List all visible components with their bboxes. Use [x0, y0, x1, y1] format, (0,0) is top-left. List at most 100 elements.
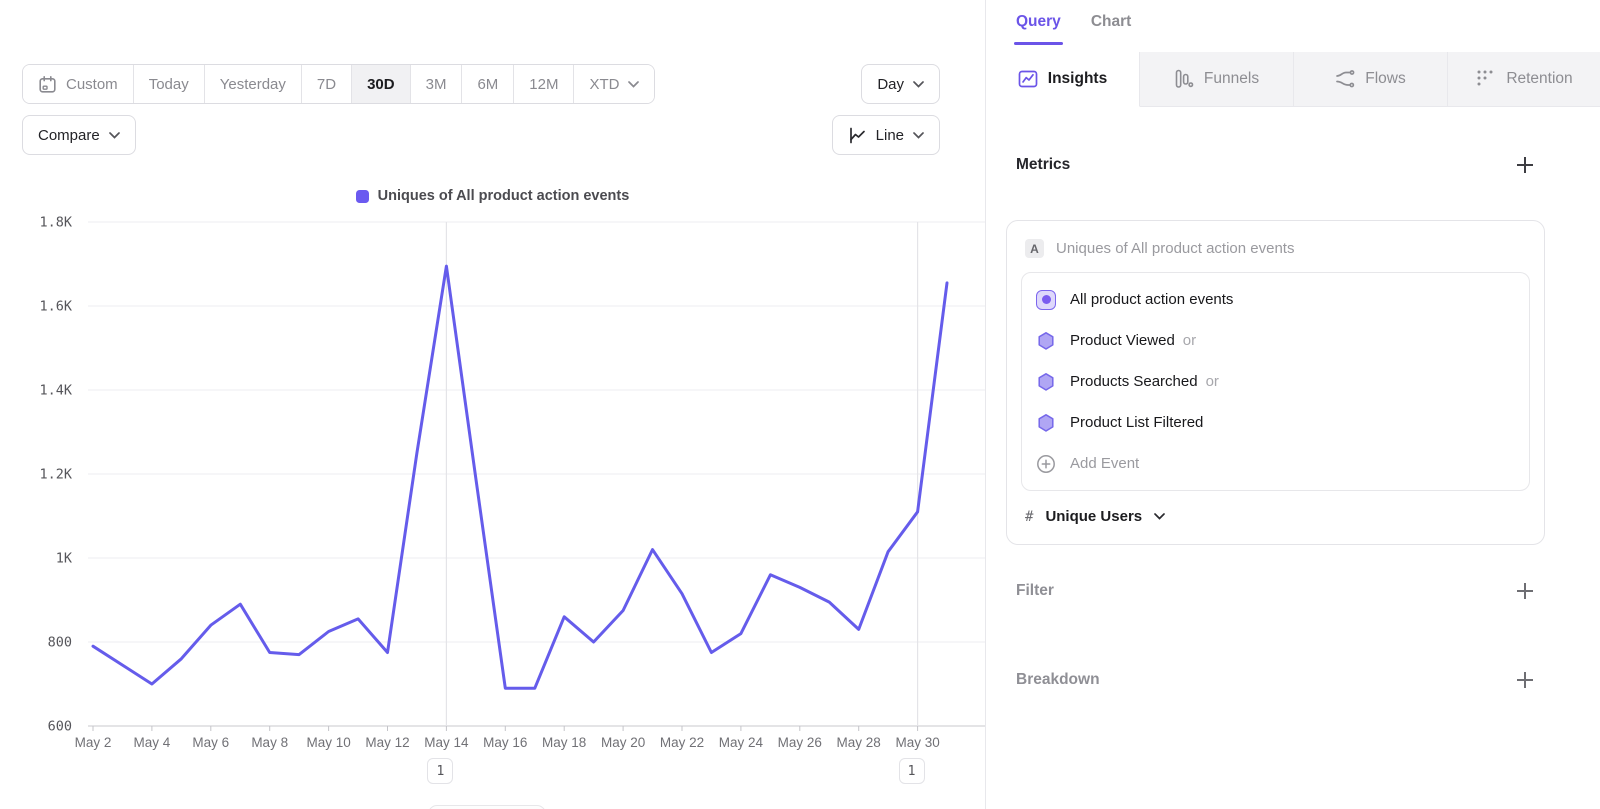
range-option-custom[interactable]: Custom [23, 65, 134, 103]
chevron-down-icon [913, 80, 924, 88]
event-or-operator: or [1205, 373, 1219, 390]
chevron-down-icon [1154, 513, 1165, 520]
y-axis-tick-label: 1.2K [39, 467, 72, 483]
chevron-down-icon [628, 80, 640, 88]
metric-group-label: Uniques of All product action events [1056, 240, 1295, 257]
chevron-down-icon [108, 131, 120, 139]
filter-title: Filter [1016, 582, 1054, 599]
x-axis-tick-label: May 8 [251, 735, 288, 750]
x-axis-tick-label: May 18 [542, 735, 586, 750]
annotation-badge[interactable]: 1 [427, 758, 454, 784]
add-event-label: Add Event [1070, 455, 1140, 472]
x-axis-tick-label: May 24 [719, 735, 764, 750]
compare-label: Compare [38, 126, 100, 144]
range-option-6m[interactable]: 6M [462, 65, 515, 103]
range-option-label: Today [148, 75, 189, 93]
x-axis-tick-label: May 2 [75, 735, 112, 750]
event-or-operator: or [1182, 332, 1197, 349]
range-option-xtd[interactable]: XTD [574, 65, 655, 103]
event-row[interactable]: Product List Filtered [1022, 402, 1529, 443]
x-axis-tick-label: May 26 [778, 735, 822, 750]
events-list: All product action events Product Viewed o… [1021, 272, 1530, 491]
y-axis-tick-label: 1.4K [39, 383, 72, 399]
range-option-label: 3M [425, 75, 447, 93]
range-option-30d[interactable]: 30D [352, 65, 411, 103]
line-chart-icon [849, 127, 865, 143]
y-axis-tick-label: 600 [48, 719, 72, 735]
y-axis-tick-label: 800 [48, 635, 72, 651]
event-row[interactable]: Product Viewed or [1022, 320, 1529, 361]
retention-icon [1477, 70, 1493, 86]
x-axis-tick-label: May 30 [895, 735, 939, 750]
compare-dropdown[interactable]: Compare [22, 115, 136, 155]
range-option-3m[interactable]: 3M [410, 65, 463, 103]
hexagon-icon [1038, 413, 1054, 432]
add-breakdown-button[interactable] [1517, 672, 1533, 688]
granularity-dropdown[interactable]: Day [861, 64, 940, 104]
hexagon-icon [1038, 331, 1054, 350]
report-tab-label: Retention [1506, 70, 1573, 87]
event-label: Product Viewed [1070, 332, 1175, 349]
metric-card: A Uniques of All product action events A… [1006, 220, 1545, 545]
event-label: All product action events [1070, 291, 1234, 308]
report-tab-retention[interactable]: Retention [1447, 52, 1600, 107]
report-tab-label: Insights [1047, 70, 1108, 87]
report-tab-insights[interactable]: Insights [986, 52, 1140, 107]
metric-group-header[interactable]: A Uniques of All product action events [1021, 237, 1530, 258]
measure-label: Unique Users [1045, 508, 1143, 525]
y-axis-tick-label: 1.8K [39, 215, 72, 231]
chart-legend[interactable]: Uniques of All product action events [0, 188, 985, 204]
chart-type-dropdown[interactable]: Line [831, 115, 940, 155]
all-events-icon [1036, 289, 1056, 310]
x-axis-tick-label: May 22 [660, 735, 704, 750]
x-axis-tick-label: May 6 [192, 735, 229, 750]
range-option-label: 6M [477, 75, 499, 93]
add-event-button[interactable]: Add Event [1022, 443, 1529, 484]
granularity-value: Day [877, 75, 904, 93]
view-tab-query[interactable]: Query [1014, 13, 1063, 45]
measure-selector[interactable]: # Unique Users [1025, 508, 1526, 525]
y-axis-tick-label: 1.6K [39, 299, 72, 315]
range-option-today[interactable]: Today [133, 65, 205, 103]
metric-group-badge: A [1025, 239, 1044, 258]
x-axis-tick-label: May 12 [365, 735, 409, 750]
hexagon-icon [1038, 372, 1054, 391]
add-event-icon [1037, 454, 1055, 473]
metrics-title: Metrics [1016, 156, 1071, 173]
range-option-label: 7D [316, 75, 337, 93]
hash-icon: # [1025, 508, 1034, 525]
legend-label: Uniques of All product action events [377, 188, 630, 204]
flows-icon [1336, 70, 1355, 88]
calendar-icon [39, 75, 56, 93]
query-panel: Query Chart Insights Funnels Flows Retention… [985, 0, 1600, 809]
x-axis-tick-label: May 10 [306, 735, 350, 750]
x-axis-tick-label: May 16 [483, 735, 527, 750]
view-tabs: Query Chart [1014, 13, 1132, 45]
report-tab-label: Funnels [1203, 70, 1260, 87]
range-option-label: Custom [66, 75, 118, 93]
view-tab-chart[interactable]: Chart [1090, 13, 1132, 30]
x-axis-tick-label: May 14 [424, 735, 469, 750]
report-tab-flows[interactable]: Flows [1293, 52, 1447, 107]
range-option-yesterday[interactable]: Yesterday [204, 65, 302, 103]
series-line[interactable] [91, 264, 949, 690]
date-range-group: Custom Today Yesterday 7D 30D 3M 6M 12M XTD [22, 64, 656, 104]
x-axis-tick-label: May 20 [601, 735, 645, 750]
event-label: Product List Filtered [1070, 414, 1204, 431]
event-row[interactable]: Products Searched or [1022, 361, 1529, 402]
range-option-7d[interactable]: 7D [301, 65, 353, 103]
add-filter-button[interactable] [1517, 583, 1533, 599]
event-row[interactable]: All product action events [1022, 279, 1529, 320]
funnels-icon [1175, 69, 1194, 88]
annotation-badge[interactable]: 1 [898, 758, 925, 784]
x-axis-tick-label: May 4 [134, 735, 171, 750]
insights-icon [1018, 70, 1038, 88]
range-option-12m[interactable]: 12M [514, 65, 575, 103]
report-tab-funnels[interactable]: Funnels [1140, 52, 1293, 107]
report-tab-label: Flows [1365, 70, 1406, 87]
cutoff-tooltip-card [428, 805, 546, 809]
legend-swatch [355, 189, 369, 203]
add-metric-button[interactable] [1517, 157, 1533, 173]
